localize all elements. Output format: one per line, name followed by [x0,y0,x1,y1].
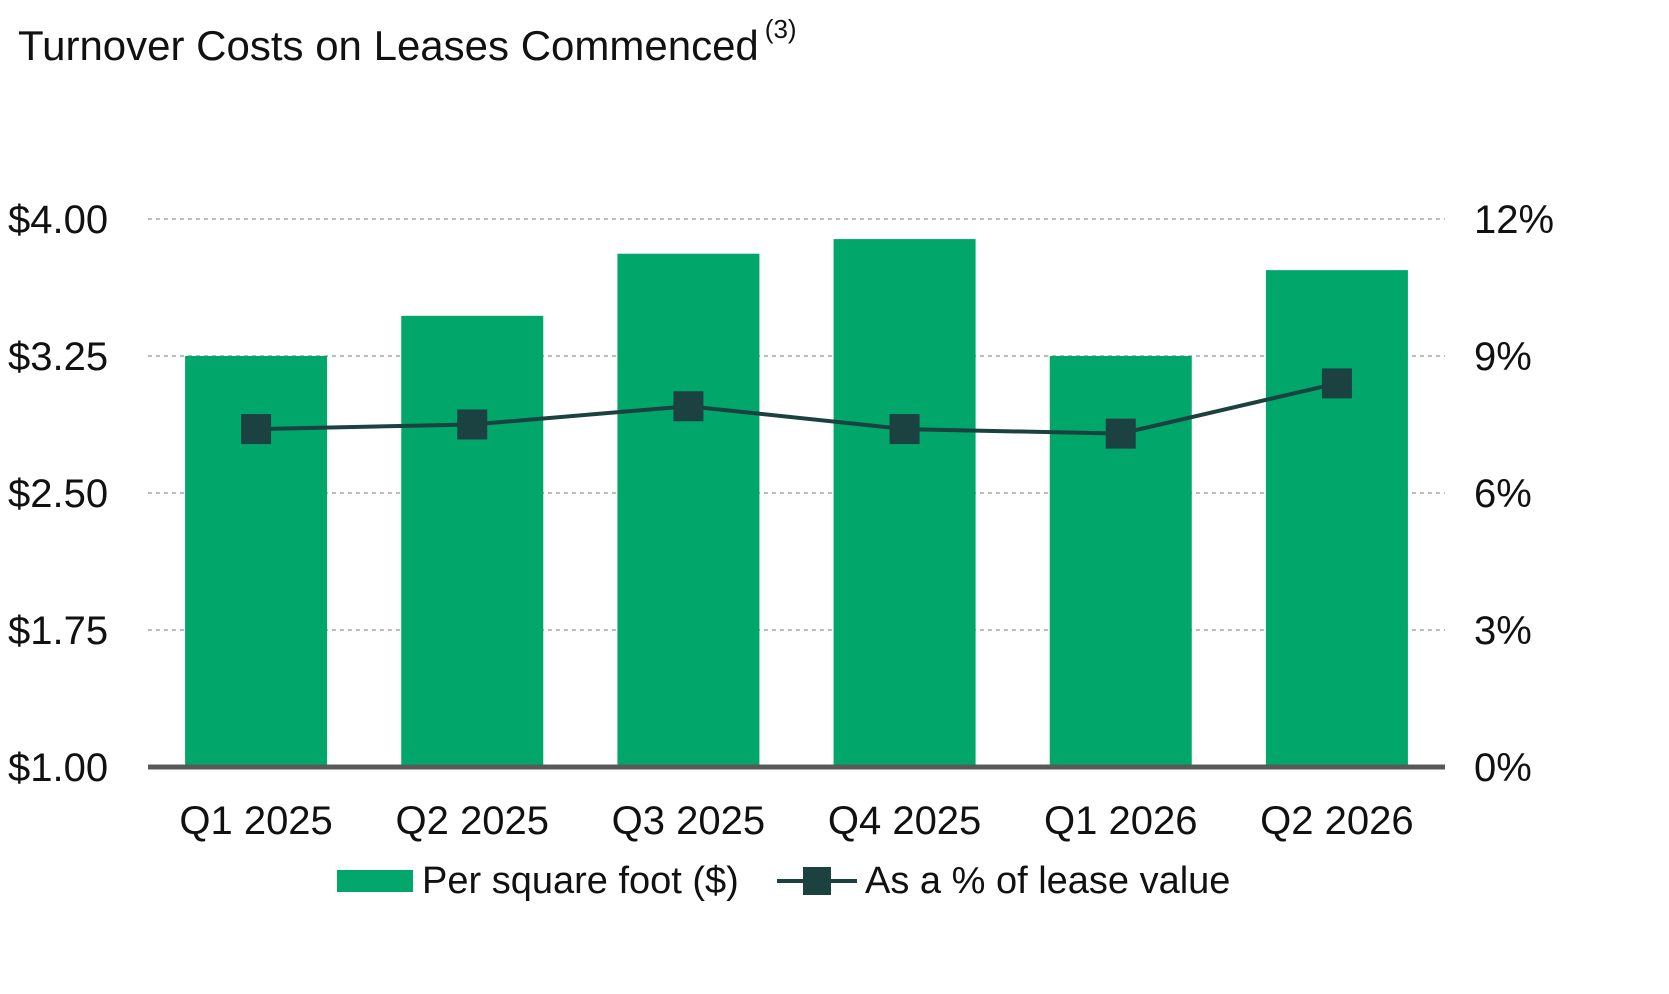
x-label-q1-2026: Q1 2026 [1044,799,1197,843]
left-tick-label-4: $4.00 [8,198,108,242]
x-label-q4-2025: Q4 2025 [828,799,981,843]
x-axis-labels: Q1 2025 Q2 2025 Q3 2025 Q4 2025 Q1 2026 Q2 20… [179,799,1413,843]
chart-title-text: Turnover Costs on Leases Commenced [18,22,759,69]
x-label-q2-2025: Q2 2025 [396,799,549,843]
line-path [256,381,1338,436]
left-tick-label-1: $1.75 [8,609,108,653]
line-marker-q3-2025 [673,391,704,422]
legend-swatch-marker [803,867,831,895]
bar-q2-2025 [401,315,544,767]
bar-q3-2025 [617,253,760,767]
right-tick-label-4: 12% [1474,198,1554,242]
x-label-q1-2025: Q1 2025 [179,799,332,843]
legend: Per square foot ($) As a % of lease value [337,860,1230,902]
gridlines [148,218,1445,631]
x-label-q3-2025: Q3 2025 [612,799,765,843]
chart-title-superscript: (3) [764,14,797,44]
bar-series-per-square-foot [185,239,1408,768]
line-series-percent-of-lease-value [241,368,1352,449]
left-tick-label-2: $2.50 [8,472,108,516]
right-tick-label-3: 9% [1474,335,1532,379]
bar-q2-2026 [1265,270,1408,767]
right-tick-label-1: 3% [1474,609,1532,653]
bar-q4-2025 [833,239,976,768]
line-marker-q4-2025 [889,414,920,445]
legend-label-bar: Per square foot ($) [422,860,739,902]
line-marker-q1-2025 [241,414,272,445]
left-tick-label-3: $3.25 [8,335,108,379]
left-axis-ticks: $1.00 $1.75 $2.50 $3.25 $4.00 [8,198,108,790]
line-marker-q2-2026 [1321,368,1352,399]
left-tick-label-0: $1.00 [8,746,108,790]
line-marker-q1-2026 [1105,418,1136,449]
bar-q1-2026 [1049,356,1192,767]
right-tick-label-2: 6% [1474,472,1532,516]
right-axis-ticks: 0% 3% 6% 9% 12% [1474,198,1554,790]
line-marker-q2-2025 [457,409,488,440]
chart-title: Turnover Costs on Leases Commenced (3) [18,14,797,70]
right-tick-label-0: 0% [1474,746,1532,790]
legend-label-line: As a % of lease value [865,860,1230,902]
x-label-q2-2026: Q2 2026 [1260,799,1413,843]
legend-swatch-bar [337,870,413,892]
